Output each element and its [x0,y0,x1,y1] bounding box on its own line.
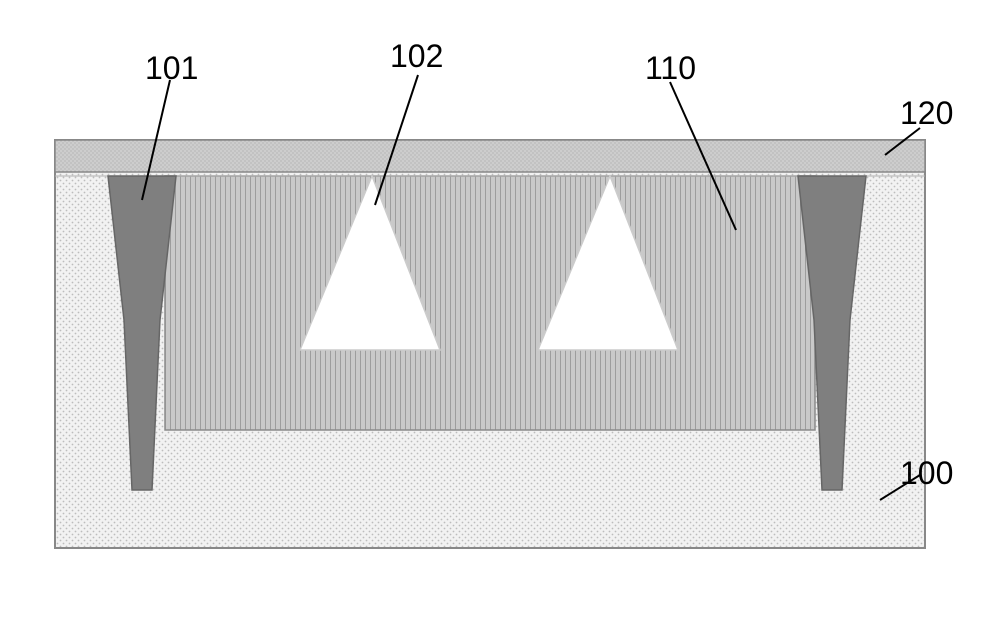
cross-section-svg [20,20,1000,606]
label-102: 102 [390,38,443,75]
label-101: 101 [145,50,198,87]
diagram-root: 101 102 110 120 100 [20,20,1000,606]
label-110: 110 [645,50,696,87]
label-120: 120 [900,95,953,132]
label-100: 100 [900,455,953,492]
